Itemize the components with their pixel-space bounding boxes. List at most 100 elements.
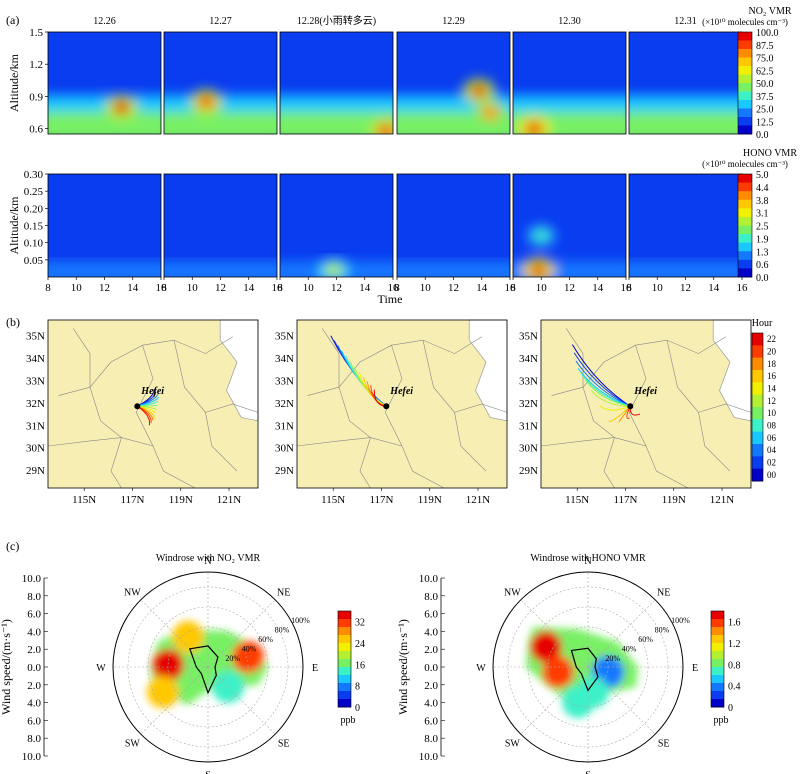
field	[280, 95, 393, 134]
y-tick-label: 2.0	[424, 644, 438, 656]
map-frame	[540, 319, 752, 489]
city-label: Hefei	[140, 386, 164, 397]
plot-frame	[396, 31, 511, 135]
field	[513, 223, 626, 277]
colorbar-cell	[738, 191, 752, 201]
colorbar-cell	[752, 407, 763, 420]
colorbar-tick-label: 1.3	[756, 247, 769, 258]
colorbar-frame	[737, 31, 753, 135]
band	[48, 261, 161, 277]
y-tick-label: 33N	[275, 375, 294, 387]
province-border	[47, 437, 122, 447]
y-tick-label: 0.6	[29, 124, 43, 136]
trajectory-line	[573, 352, 631, 407]
y-tick-label: 2.0	[27, 680, 41, 692]
province-border	[359, 437, 371, 489]
x-tick-label: 8	[510, 282, 516, 294]
colorbar-tick-label: 0.4	[728, 682, 741, 693]
y-tick-label: 6.0	[27, 609, 41, 621]
background	[164, 174, 277, 277]
colorbar-cell	[738, 242, 752, 252]
y-tick-label: 0.15	[24, 221, 44, 233]
colorbar-cell	[752, 468, 763, 482]
x-tick-label: 119N	[169, 494, 193, 506]
x-tick-label: 115N	[72, 494, 96, 506]
no2-profile-panel	[628, 31, 743, 135]
band	[280, 111, 393, 134]
colorbar-cell	[752, 333, 763, 346]
colorbar-tick-label: 0.8	[728, 660, 741, 671]
vertical-profiles: 12.26 0.6 0.9 1.2 1.5 Altitude/km 12.27 12.28(小…	[7, 6, 797, 306]
background	[629, 174, 742, 277]
x-tick-label: 12	[680, 282, 691, 294]
hotspot-core	[532, 228, 551, 243]
x-tick-label: 14	[708, 282, 720, 294]
hotspot-core	[376, 123, 393, 134]
panel-label-b: (b)	[6, 315, 20, 329]
colorbar-cell	[711, 667, 724, 676]
province-border	[321, 328, 340, 388]
x-tick-label: 10	[303, 282, 315, 294]
province-border	[110, 437, 122, 489]
windrose: 10.0 8.0 6.0 4.0 2.0 0.0 2.0 4.0 6.0 8.0 10.0 Wind …	[396, 553, 741, 774]
panel-label-c: (c)	[6, 539, 19, 553]
colorbar-title: NO₂ VMR	[748, 6, 791, 17]
province-border	[628, 345, 647, 447]
colorbar-frame	[337, 610, 352, 708]
ring-label: 40%	[622, 645, 637, 654]
y-tick-label: 2.0	[424, 680, 438, 692]
colorbar-cell	[752, 345, 763, 359]
date-label: 12.28(小雨转多云)	[297, 14, 376, 27]
hotspot-core	[197, 94, 216, 109]
no2-profile-panel	[163, 31, 278, 135]
direction-label: SW	[505, 739, 521, 750]
y-tick-label: 0.30	[24, 169, 44, 181]
province-border	[89, 387, 196, 489]
colorbar-cell	[738, 49, 752, 58]
y-tick-label: 2.0	[27, 644, 41, 656]
hono-profile-panel	[163, 173, 278, 278]
y-tick-label: 29N	[26, 465, 45, 477]
x-tick-label: 117N	[120, 494, 144, 506]
trajectory-map: Hefei	[296, 319, 508, 489]
plot-frame	[163, 31, 278, 135]
background	[397, 174, 510, 277]
x-tick-label: 8	[45, 282, 51, 294]
colorbar-cell	[738, 268, 752, 278]
direction-label: NW	[504, 587, 521, 598]
colorbar-cell	[738, 32, 752, 41]
colorbar-cell	[738, 199, 752, 209]
province-border	[338, 387, 445, 489]
trajectory-map: Hefei	[47, 319, 259, 489]
colorbar-cell	[338, 619, 351, 628]
colorbar-tick-label: 20	[767, 347, 777, 357]
panel-label-a: (a)	[6, 13, 19, 27]
trajectory-line	[575, 360, 631, 407]
colorbar-tick-label: 32	[355, 618, 365, 629]
colorbar-cell	[338, 691, 351, 700]
trajectory-line	[571, 344, 631, 407]
frequency-polygon	[570, 647, 599, 692]
y-tick-label: 32N	[519, 398, 538, 410]
x-tick-label: 14	[359, 282, 371, 294]
trajectory-line	[599, 405, 631, 411]
map-frame	[47, 319, 259, 489]
date-label: 12.27	[209, 16, 232, 27]
field	[164, 89, 277, 134]
background	[48, 174, 161, 277]
colorbar-tick-label: 8	[355, 682, 360, 693]
x-tick-label: 115N	[565, 494, 589, 506]
ring-label: 40%	[242, 645, 257, 654]
no2-profile-panel	[512, 31, 627, 135]
colorbar-tick-label: 1.2	[728, 639, 741, 650]
x-tick-label: 10	[536, 282, 548, 294]
x-tick-label: 14	[476, 282, 488, 294]
colorbar-cell	[711, 683, 724, 692]
x-tick-label: 16	[272, 282, 284, 294]
colorbar-cell	[711, 651, 724, 660]
colorbar-cell	[711, 659, 724, 668]
y-tick-label: 8.0	[27, 591, 41, 603]
x-tick-label: 14	[243, 282, 255, 294]
y-tick-label: 0.10	[24, 238, 44, 250]
colorbar-tick-label: 22	[767, 334, 776, 344]
